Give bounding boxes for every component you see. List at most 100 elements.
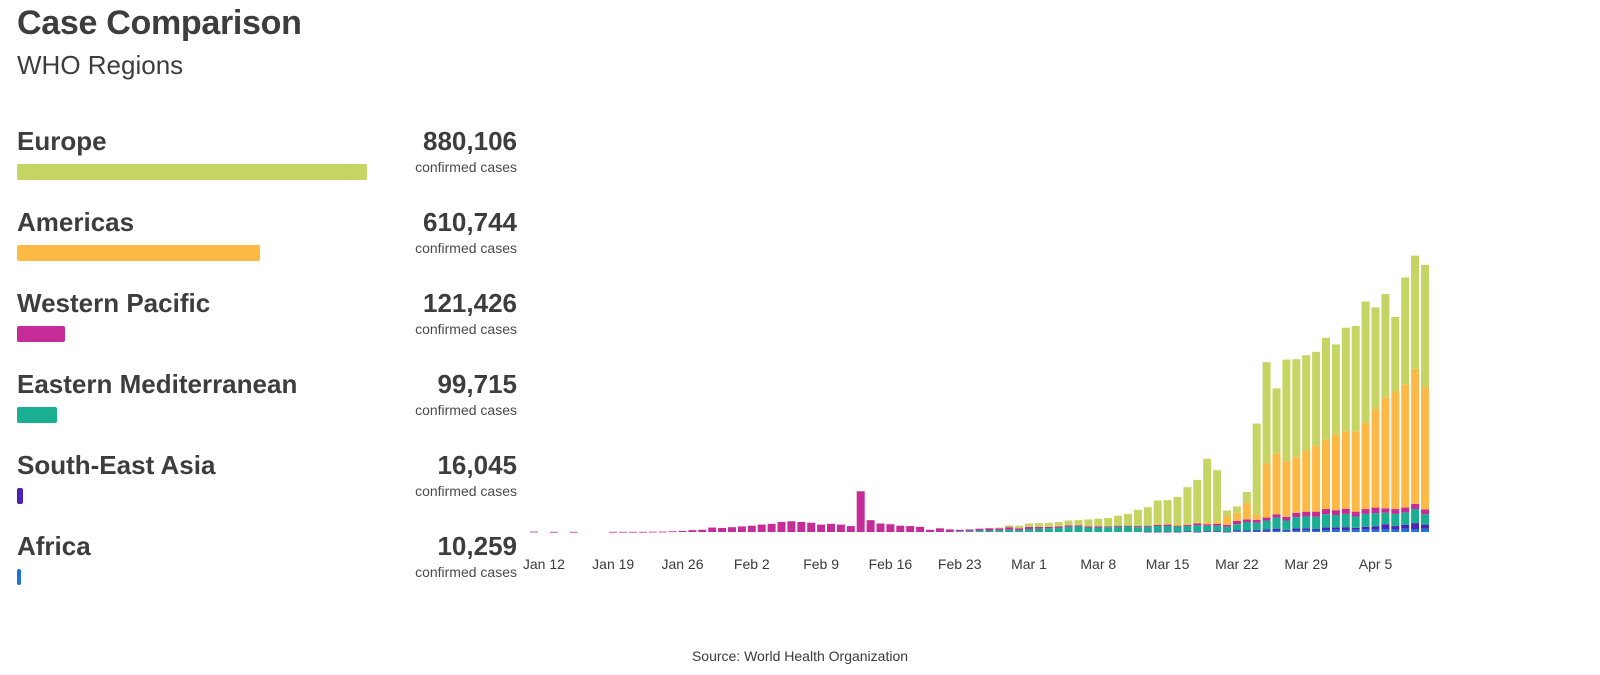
bar-eastern-mediterranean-mar-31[interactable] [1322, 514, 1330, 528]
bar-africa-apr-4[interactable] [1361, 529, 1370, 532]
bar-south-east-asia-mar-31[interactable] [1322, 527, 1330, 531]
bar-eastern-mediterranean-mar-29[interactable] [1302, 516, 1311, 529]
bar-western-pacific-apr-4[interactable] [1361, 509, 1370, 514]
bar-europe-mar-20[interactable] [1213, 470, 1222, 522]
bar-south-east-asia-mar-20[interactable] [1213, 531, 1222, 533]
bar-western-pacific-feb-18[interactable] [906, 526, 915, 532]
bar-europe-mar-12[interactable] [1133, 509, 1142, 527]
bar-europe-mar-9[interactable] [1104, 517, 1113, 527]
bar-western-pacific-mar-22[interactable] [1232, 520, 1241, 525]
bar-western-pacific-mar-12[interactable] [1133, 526, 1142, 528]
bar-western-pacific-mar-6[interactable] [1074, 525, 1083, 527]
bar-western-pacific-feb-4[interactable] [767, 523, 776, 532]
bar-western-pacific-mar-10[interactable] [1114, 525, 1123, 527]
bar-americas-mar-18[interactable] [1193, 522, 1202, 524]
bar-western-pacific-feb-29[interactable] [1015, 528, 1024, 531]
bar-eastern-mediterranean-feb-24[interactable] [965, 530, 974, 532]
bar-western-pacific-mar-13[interactable] [1143, 525, 1152, 527]
bar-eastern-mediterranean-feb-25[interactable] [975, 530, 984, 532]
bar-western-pacific-jan-21[interactable] [629, 531, 637, 533]
bar-americas-mar-24[interactable] [1252, 514, 1261, 520]
bar-eastern-mediterranean-mar-4[interactable] [1054, 527, 1063, 532]
bar-europe-mar-6[interactable] [1074, 520, 1083, 526]
bar-europe-mar-8[interactable] [1094, 518, 1103, 527]
bar-africa-mar-31[interactable] [1322, 530, 1330, 532]
region-row-western-pacific[interactable]: Western Pacific 121,426 confirmed cases [17, 288, 517, 369]
bar-americas-apr-8[interactable] [1401, 384, 1410, 508]
bar-western-pacific-jan-31[interactable] [728, 527, 736, 532]
bar-americas-apr-6[interactable] [1381, 397, 1390, 509]
bar-eastern-mediterranean-mar-15[interactable] [1163, 526, 1172, 532]
bar-western-pacific-apr-5[interactable] [1371, 507, 1380, 514]
bar-western-pacific-feb-26[interactable] [985, 528, 994, 531]
bar-europe-mar-5[interactable] [1064, 520, 1073, 526]
bar-eastern-mediterranean-apr-3[interactable] [1351, 516, 1360, 528]
bar-eastern-mediterranean-mar-9[interactable] [1104, 527, 1113, 532]
bar-eastern-mediterranean-mar-20[interactable] [1213, 525, 1222, 532]
bar-americas-mar-27[interactable] [1282, 461, 1291, 517]
bar-europe-mar-31[interactable] [1322, 337, 1330, 440]
bar-south-east-asia-mar-14[interactable] [1153, 531, 1162, 533]
bar-western-pacific-mar-21[interactable] [1223, 524, 1231, 527]
bar-eastern-mediterranean-apr-4[interactable] [1361, 513, 1370, 527]
bar-western-pacific-jan-29[interactable] [708, 527, 717, 532]
bar-eastern-mediterranean-mar-27[interactable] [1282, 520, 1291, 530]
bar-western-pacific-mar-11[interactable] [1124, 525, 1132, 527]
bar-europe-mar-22[interactable] [1232, 506, 1241, 513]
bar-western-pacific-mar-5[interactable] [1064, 525, 1073, 527]
bar-south-east-asia-apr-6[interactable] [1381, 524, 1390, 530]
bar-south-east-asia-mar-28[interactable] [1292, 528, 1301, 531]
bar-europe-mar-17[interactable] [1183, 487, 1192, 525]
bar-western-pacific-feb-12[interactable] [846, 526, 855, 532]
bar-europe-mar-19[interactable] [1203, 458, 1212, 523]
bar-western-pacific-mar-28[interactable] [1292, 512, 1301, 518]
bar-americas-mar-31[interactable] [1322, 439, 1330, 510]
bar-western-pacific-apr-3[interactable] [1351, 511, 1360, 517]
bar-americas-mar-29[interactable] [1302, 450, 1311, 512]
bar-eastern-mediterranean-mar-24[interactable] [1252, 522, 1261, 530]
bar-africa-apr-7[interactable] [1391, 529, 1400, 532]
bar-eastern-mediterranean-mar-16[interactable] [1173, 526, 1182, 532]
bar-western-pacific-feb-23[interactable] [955, 529, 964, 532]
bar-europe-mar-4[interactable] [1054, 522, 1063, 527]
bar-south-east-asia-mar-26[interactable] [1272, 528, 1281, 531]
bar-africa-mar-26[interactable] [1272, 530, 1281, 532]
bar-western-pacific-feb-27[interactable] [995, 528, 1004, 531]
bar-western-pacific-mar-29[interactable] [1302, 511, 1311, 517]
bar-western-pacific-feb-14[interactable] [866, 520, 875, 532]
bar-western-pacific-feb-7[interactable] [797, 522, 806, 532]
bar-western-pacific-mar-19[interactable] [1203, 524, 1212, 526]
bar-western-pacific-jan-13[interactable] [549, 531, 558, 533]
bar-eastern-mediterranean-mar-19[interactable] [1203, 525, 1212, 532]
bar-eastern-mediterranean-mar-18[interactable] [1193, 525, 1202, 532]
bar-eastern-mediterranean-apr-5[interactable] [1371, 513, 1380, 527]
bar-africa-mar-29[interactable] [1302, 530, 1311, 532]
bar-western-pacific-apr-7[interactable] [1391, 509, 1400, 514]
bar-western-pacific-jan-19[interactable] [609, 531, 618, 533]
bar-europe-mar-26[interactable] [1272, 388, 1281, 454]
bar-south-east-asia-apr-1[interactable] [1331, 527, 1340, 530]
bar-europe-apr-10[interactable] [1421, 264, 1429, 387]
region-row-eastern-mediterranean[interactable]: Eastern Mediterranean 99,715 confirmed c… [17, 369, 517, 450]
bar-eastern-mediterranean-mar-5[interactable] [1064, 526, 1073, 532]
bar-south-east-asia-apr-9[interactable] [1411, 523, 1420, 530]
bar-americas-mar-22[interactable] [1232, 512, 1241, 521]
bar-eastern-mediterranean-feb-26[interactable] [985, 530, 994, 532]
bar-eastern-mediterranean-mar-3[interactable] [1044, 528, 1053, 532]
region-row-europe[interactable]: Europe 880,106 confirmed cases [17, 126, 517, 207]
bar-europe-mar-14[interactable] [1153, 500, 1162, 525]
bar-europe-mar-23[interactable] [1242, 492, 1251, 503]
bar-europe-mar-24[interactable] [1252, 423, 1261, 515]
bar-eastern-mediterranean-feb-29[interactable] [1015, 530, 1024, 532]
bar-eastern-mediterranean-feb-27[interactable] [995, 530, 1004, 532]
bar-western-pacific-feb-13[interactable] [856, 491, 865, 532]
bar-western-pacific-mar-25[interactable] [1262, 517, 1271, 521]
bar-western-pacific-feb-22[interactable] [945, 529, 954, 532]
bar-eastern-mediterranean-mar-7[interactable] [1084, 527, 1093, 532]
bar-western-pacific-mar-20[interactable] [1213, 523, 1222, 526]
bar-western-pacific-feb-16[interactable] [886, 524, 895, 532]
bar-western-pacific-mar-23[interactable] [1242, 519, 1251, 523]
bar-western-pacific-mar-1[interactable] [1025, 526, 1033, 530]
bar-south-east-asia-apr-4[interactable] [1361, 526, 1370, 530]
bar-eastern-mediterranean-mar-14[interactable] [1153, 526, 1162, 532]
